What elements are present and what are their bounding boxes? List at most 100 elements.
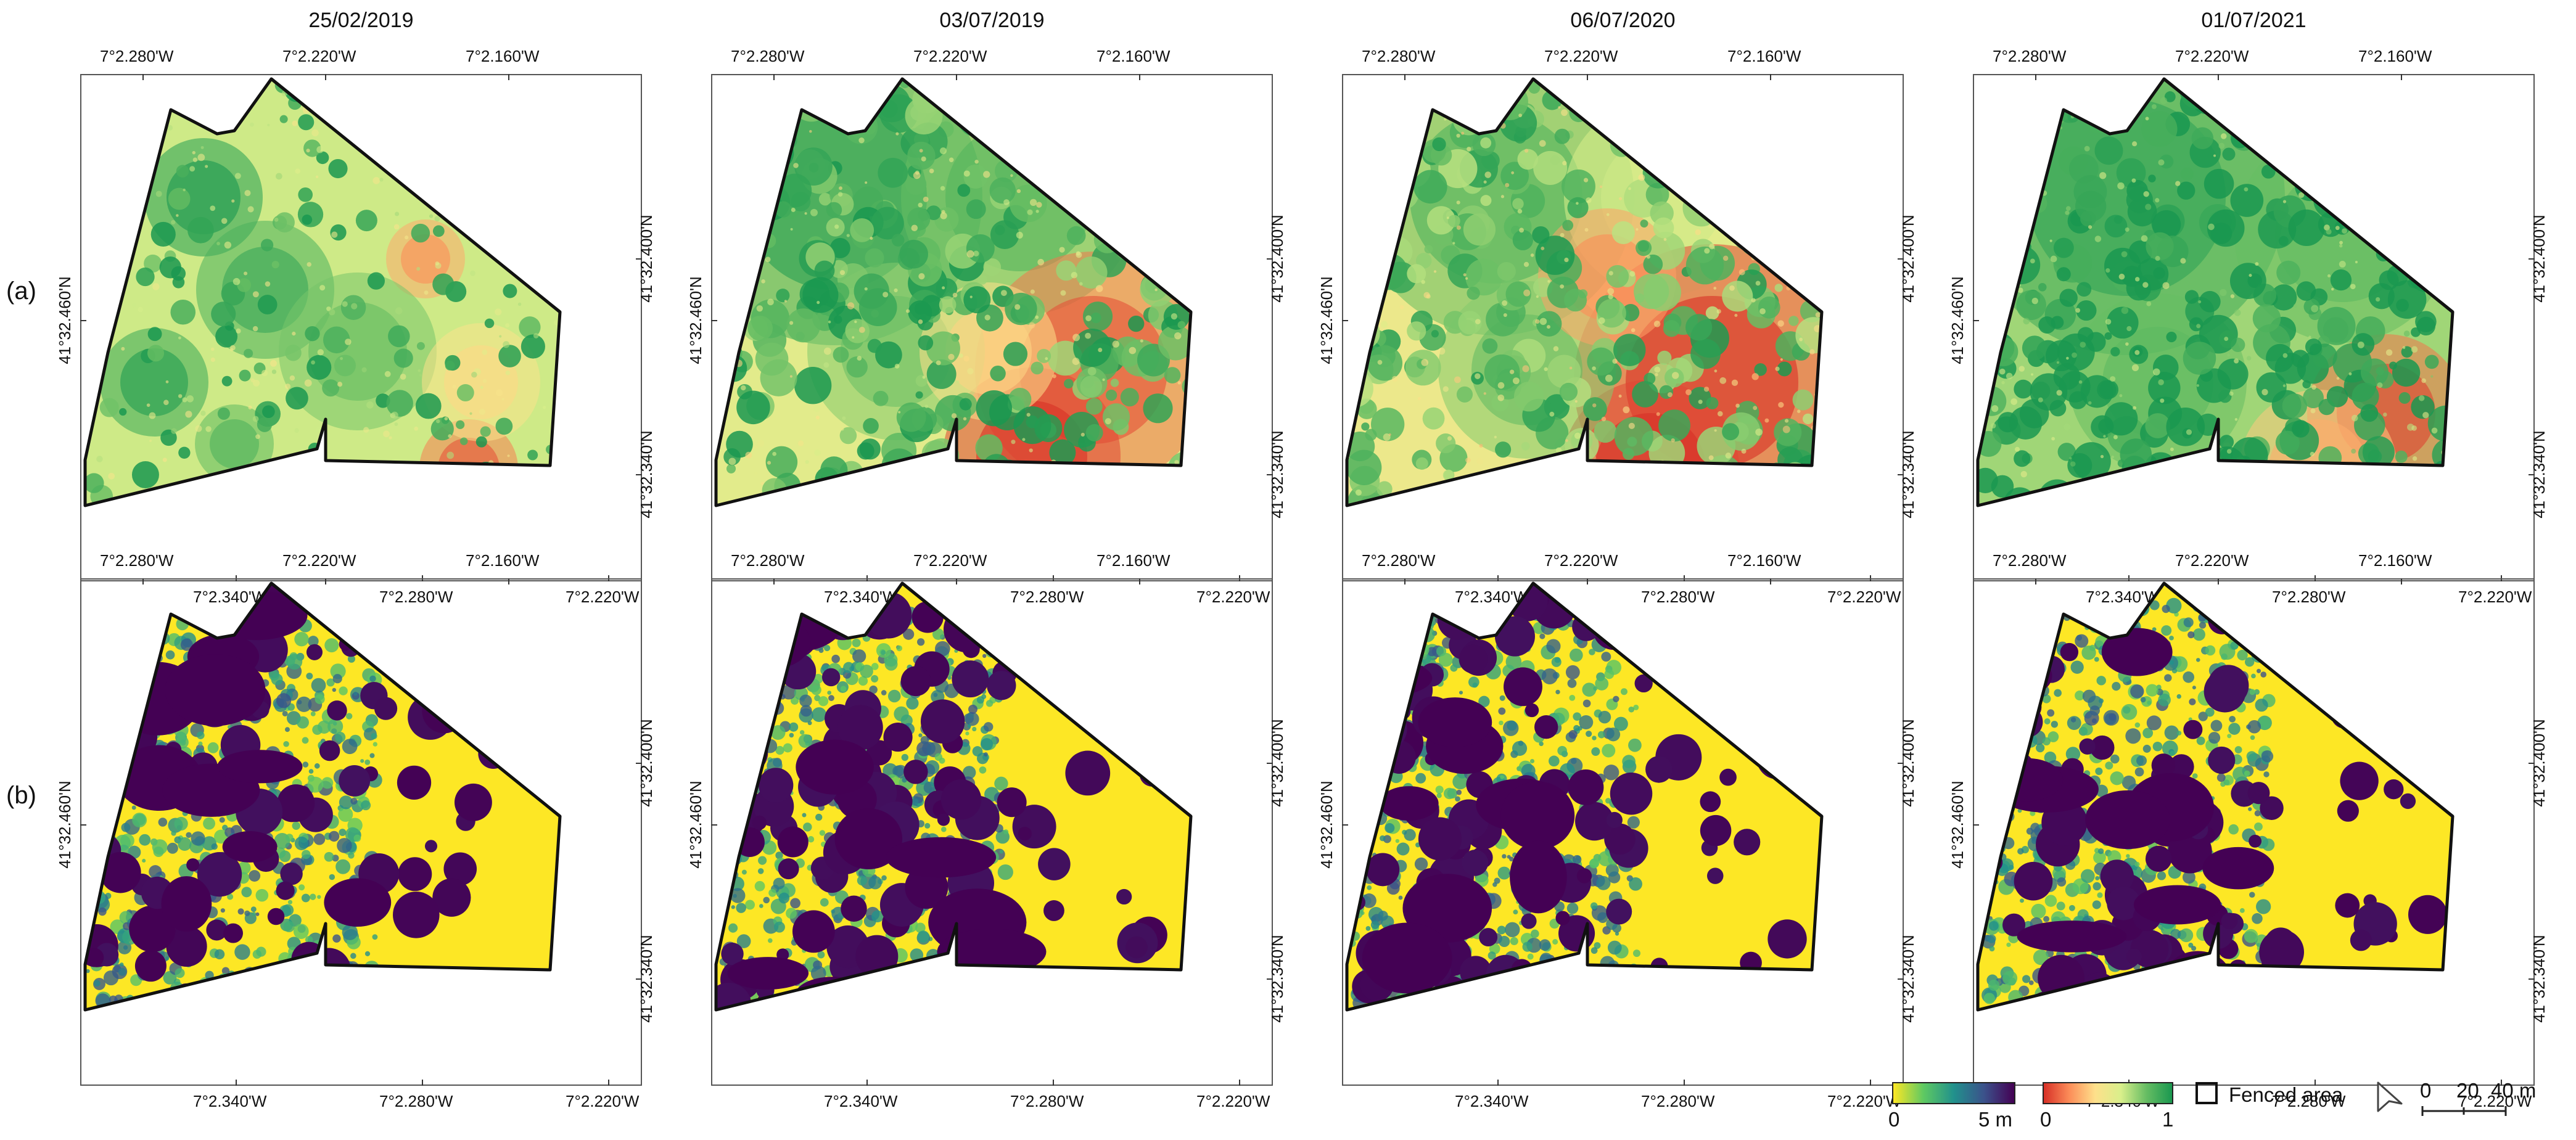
ndvi-map-1: 7°2.280'W 7°2.220'W 7°2.160'W 7°2.340'W 7°2.…	[56, 47, 656, 606]
top-tick-label: 7°2.220'W	[2175, 551, 2249, 570]
bottom-tick-label: 7°2.220'W	[1827, 1092, 1901, 1110]
height-colorbar	[1892, 1082, 2015, 1104]
height-map-3: 7°2.280'W 7°2.220'W 7°2.160'W 7°2.340'W 7°2.…	[1317, 551, 1917, 1110]
top-tick-label: 7°2.280'W	[1362, 551, 1436, 570]
bottom-tick-label: 7°2.280'W	[379, 588, 453, 606]
bottom-tick-label: 7°2.340'W	[1455, 588, 1529, 606]
bottom-tick-label: 7°2.280'W	[1010, 1092, 1084, 1110]
fenced-area-label: Fenced area	[2229, 1083, 2344, 1106]
bottom-tick-label: 7°2.220'W	[1196, 1092, 1270, 1110]
top-tick-label: 7°2.160'W	[466, 551, 540, 570]
scalebar-tick-40: 40 m	[2491, 1079, 2537, 1102]
map-frame	[1342, 578, 1904, 1086]
top-tick-label: 7°2.160'W	[2358, 551, 2432, 570]
right-tick-label: 41°32.400'N	[2529, 215, 2548, 303]
map-frame	[711, 578, 1273, 1086]
right-tick-label: 41°32.340'N	[2529, 935, 2548, 1023]
index-colorbar	[2043, 1082, 2173, 1104]
map-frame	[1342, 74, 1904, 581]
right-tick-label: 41°32.400'N	[636, 719, 656, 807]
left-tick-label: 41°32.460'N	[686, 781, 705, 869]
left-tick-label: 41°32.460'N	[55, 276, 74, 364]
scalebar-tick-0: 0	[2420, 1079, 2432, 1102]
height-map-4: 7°2.280'W 7°2.220'W 7°2.160'W 7°2.340'W 7°2.…	[1948, 551, 2548, 1110]
top-tick-label: 7°2.220'W	[282, 551, 356, 570]
north-arrow-icon	[2377, 1081, 2403, 1112]
height-map-1: 7°2.280'W 7°2.220'W 7°2.160'W 7°2.340'W 7°2.…	[56, 551, 656, 1110]
ndvi-map-2: 7°2.280'W 7°2.220'W 7°2.160'W 7°2.340'W 7°2.…	[686, 47, 1286, 606]
bottom-tick-label: 7°2.280'W	[2272, 588, 2346, 606]
top-tick-label: 7°2.280'W	[731, 47, 805, 65]
right-tick-label: 41°32.340'N	[1267, 935, 1286, 1023]
right-tick-label: 41°32.340'N	[2529, 430, 2548, 519]
map-frame	[711, 74, 1273, 581]
ndvi-map-4: 7°2.280'W 7°2.220'W 7°2.160'W 7°2.340'W 7°2.…	[1948, 47, 2548, 606]
top-tick-label: 7°2.280'W	[731, 551, 805, 570]
left-tick-label: 41°32.460'N	[1317, 781, 1336, 869]
right-tick-label: 41°32.340'N	[636, 935, 656, 1023]
top-tick-label: 7°2.160'W	[1727, 47, 1801, 65]
left-tick-label: 41°32.460'N	[1948, 276, 1967, 364]
bottom-tick-label: 7°2.220'W	[2458, 1092, 2532, 1110]
height-scale-min: 0	[1888, 1108, 1900, 1131]
top-tick-label: 7°2.220'W	[1544, 551, 1618, 570]
right-tick-label: 41°32.400'N	[1898, 719, 1917, 807]
left-tick-label: 41°32.460'N	[1317, 276, 1336, 364]
date-header-2: 03/07/2019	[939, 9, 1045, 32]
top-tick-label: 7°2.160'W	[2358, 47, 2432, 65]
right-tick-label: 41°32.400'N	[2529, 719, 2548, 807]
bottom-tick-label: 7°2.280'W	[1010, 588, 1084, 606]
right-tick-label: 41°32.340'N	[1898, 935, 1917, 1023]
date-header-4: 01/07/2021	[2201, 9, 2306, 32]
date-header-3: 06/07/2020	[1570, 9, 1676, 32]
top-tick-label: 7°2.160'W	[1097, 47, 1171, 65]
bottom-tick-label: 7°2.340'W	[193, 1092, 267, 1110]
top-tick-label: 7°2.220'W	[2175, 47, 2249, 65]
scalebar-tick-20: 20	[2456, 1079, 2479, 1102]
row-label-b: (b)	[6, 782, 36, 809]
top-tick-label: 7°2.160'W	[1727, 551, 1801, 570]
top-tick-label: 7°2.220'W	[1544, 47, 1618, 65]
right-tick-label: 41°32.340'N	[636, 430, 656, 519]
top-tick-label: 7°2.160'W	[466, 47, 540, 65]
bottom-tick-label: 7°2.220'W	[1196, 588, 1270, 606]
top-tick-label: 7°2.280'W	[1993, 47, 2067, 65]
date-header-1: 25/02/2019	[308, 9, 414, 32]
bottom-tick-label: 7°2.340'W	[824, 588, 898, 606]
right-tick-label: 41°32.340'N	[1267, 430, 1286, 519]
height-map-2: 7°2.280'W 7°2.220'W 7°2.160'W 7°2.340'W 7°2.…	[686, 551, 1286, 1110]
top-tick-label: 7°2.160'W	[1097, 551, 1171, 570]
bottom-tick-label: 7°2.280'W	[379, 1092, 453, 1110]
map-frame	[80, 578, 642, 1086]
index-scale-min: 0	[2040, 1108, 2052, 1131]
right-tick-label: 41°32.400'N	[1898, 215, 1917, 303]
map-frame	[1973, 74, 2535, 581]
fenced-area-swatch	[2195, 1082, 2218, 1104]
bottom-tick-label: 7°2.220'W	[566, 588, 640, 606]
right-tick-label: 41°32.400'N	[1267, 215, 1286, 303]
bottom-tick-label: 7°2.280'W	[1641, 588, 1715, 606]
left-tick-label: 41°32.460'N	[55, 781, 74, 869]
bottom-tick-label: 7°2.220'W	[2458, 588, 2532, 606]
bottom-tick-label: 7°2.220'W	[566, 1092, 640, 1110]
right-tick-label: 41°32.340'N	[1898, 430, 1917, 519]
bottom-tick-label: 7°2.220'W	[1827, 588, 1901, 606]
top-tick-label: 7°2.220'W	[282, 47, 356, 65]
row-label-a: (a)	[6, 277, 36, 305]
top-tick-label: 7°2.280'W	[100, 47, 174, 65]
left-tick-label: 41°32.460'N	[1948, 781, 1967, 869]
bottom-tick-label: 7°2.280'W	[2272, 1092, 2346, 1110]
map-frame	[80, 74, 642, 581]
top-tick-label: 7°2.280'W	[100, 551, 174, 570]
right-tick-label: 41°32.400'N	[636, 215, 656, 303]
scalebar	[2421, 1106, 2507, 1116]
bottom-tick-label: 7°2.340'W	[1455, 1092, 1529, 1110]
top-tick-label: 7°2.280'W	[1993, 551, 2067, 570]
index-scale-max: 1	[2162, 1108, 2174, 1131]
top-tick-label: 7°2.220'W	[913, 551, 987, 570]
bottom-tick-label: 7°2.340'W	[824, 1092, 898, 1110]
top-tick-label: 7°2.220'W	[913, 47, 987, 65]
bottom-tick-label: 7°2.340'W	[193, 588, 267, 606]
height-scale-max: 5 m	[1978, 1108, 2013, 1131]
map-frame	[1973, 578, 2535, 1086]
